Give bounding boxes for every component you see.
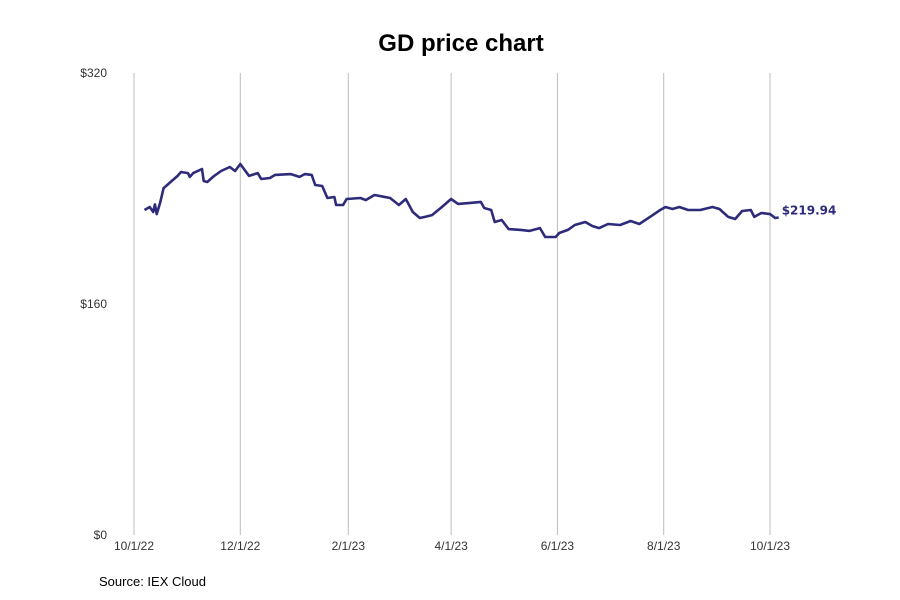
x-tick-label: 4/1/23 bbox=[434, 539, 468, 553]
x-tick-label: 10/1/22 bbox=[114, 539, 154, 553]
grid-lines bbox=[133, 73, 771, 535]
y-tick-label: $0 bbox=[94, 528, 108, 542]
x-tick-label: 12/1/22 bbox=[220, 539, 260, 553]
x-tick-label: 8/1/23 bbox=[647, 539, 681, 553]
y-tick-label: $160 bbox=[80, 297, 107, 311]
x-tick-label: 10/1/23 bbox=[750, 539, 790, 553]
last-price-label: $219.94 bbox=[782, 203, 837, 217]
price-line bbox=[143, 162, 779, 239]
chart-title: GD price chart bbox=[378, 30, 543, 57]
x-tick-label: 2/1/23 bbox=[332, 539, 366, 553]
y-axis: $0 $160 $320 bbox=[80, 66, 107, 542]
x-tick-label: 6/1/23 bbox=[541, 539, 575, 553]
source-note: Source: IEX Cloud bbox=[99, 574, 206, 589]
y-tick-label: $320 bbox=[80, 66, 107, 80]
x-axis: 10/1/22 12/1/22 2/1/23 4/1/23 6/1/23 8/1/23 10… bbox=[114, 539, 790, 553]
